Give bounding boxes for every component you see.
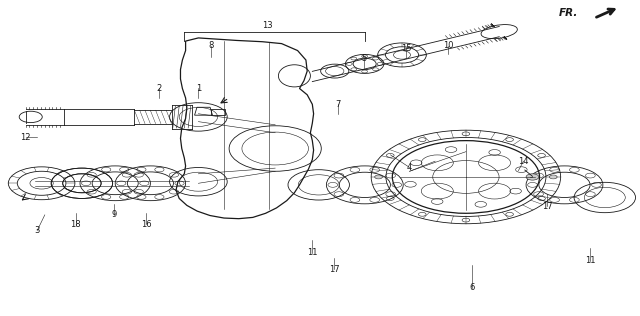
Text: 16: 16 — [141, 220, 151, 229]
Text: 6: 6 — [470, 283, 475, 292]
Text: 18: 18 — [70, 221, 81, 229]
Text: 9: 9 — [111, 210, 116, 219]
Text: 15: 15 — [401, 44, 412, 52]
Text: 13: 13 — [262, 21, 273, 30]
Text: 3: 3 — [35, 226, 40, 235]
Text: 8: 8 — [209, 41, 214, 50]
Text: 11: 11 — [585, 256, 595, 265]
Text: 2: 2 — [156, 84, 161, 93]
Text: 5: 5 — [361, 54, 366, 63]
Text: 17: 17 — [329, 265, 339, 274]
Text: 10: 10 — [443, 41, 453, 50]
Circle shape — [526, 174, 539, 180]
Text: 14: 14 — [518, 157, 529, 166]
Text: 12: 12 — [20, 133, 31, 142]
Text: FR.: FR. — [559, 8, 578, 18]
Text: 7: 7 — [335, 100, 340, 109]
Text: 4: 4 — [407, 163, 412, 172]
Text: 17: 17 — [542, 202, 552, 210]
Text: 11: 11 — [307, 248, 317, 257]
Text: 1: 1 — [196, 84, 201, 93]
